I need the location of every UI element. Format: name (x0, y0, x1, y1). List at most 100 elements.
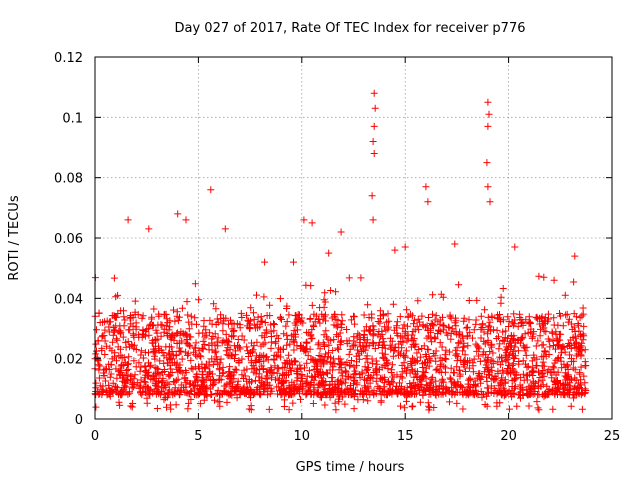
x-tick-label: 5 (194, 429, 202, 444)
data-point (214, 386, 222, 394)
data-point (96, 362, 104, 370)
data-point (300, 347, 308, 355)
data-point (477, 312, 485, 320)
data-point (113, 374, 121, 382)
data-point (453, 363, 461, 371)
data-point (437, 390, 445, 398)
y-tick-label: 0.02 (54, 353, 83, 368)
peak-point (424, 198, 432, 206)
data-point (238, 332, 246, 340)
data-point (538, 353, 546, 361)
data-point (539, 341, 547, 349)
data-point (290, 327, 298, 335)
peak-point (174, 210, 182, 218)
data-point (172, 351, 180, 359)
data-point (311, 357, 319, 365)
data-point (299, 382, 307, 390)
data-point (386, 341, 394, 349)
data-point (245, 350, 253, 357)
data-point (536, 374, 544, 381)
x-tick-label: 20 (500, 429, 517, 444)
data-point (291, 312, 299, 319)
data-point (398, 368, 406, 376)
data-point (562, 311, 570, 319)
data-point (432, 377, 440, 385)
data-point (497, 389, 505, 397)
grid-lines (95, 57, 612, 419)
data-point (493, 335, 501, 342)
data-point (415, 326, 423, 334)
data-point (521, 347, 529, 355)
peak-point (484, 122, 492, 130)
data-point (168, 369, 176, 376)
data-point (416, 398, 424, 406)
data-point (211, 396, 218, 404)
data-point (222, 330, 230, 338)
data-point (374, 318, 382, 325)
data-point (200, 383, 208, 391)
data-point (484, 336, 492, 344)
data-point (499, 336, 507, 344)
data-point (268, 374, 275, 382)
data-point (270, 321, 278, 328)
data-point (258, 317, 266, 325)
data-point (318, 393, 325, 401)
data-point (98, 333, 106, 341)
data-point (274, 376, 282, 384)
data-point (192, 339, 200, 347)
data-point (151, 363, 159, 371)
data-point (327, 337, 335, 345)
data-point (201, 382, 209, 390)
data-point (183, 298, 191, 306)
peak-point (370, 89, 378, 97)
data-point (184, 340, 192, 348)
data-point (247, 349, 254, 356)
data-point (351, 320, 359, 328)
data-point (281, 389, 289, 397)
data-point (432, 312, 440, 320)
data-point (154, 321, 162, 329)
data-point (424, 399, 432, 407)
data-point (576, 368, 584, 376)
data-point (251, 324, 259, 332)
data-point (103, 342, 111, 350)
data-point (114, 384, 121, 392)
data-point (187, 356, 195, 364)
peak-point (511, 243, 519, 251)
data-point (580, 332, 588, 340)
data-point (498, 381, 506, 389)
data-point (92, 379, 100, 387)
data-point (287, 390, 295, 398)
data-point (221, 388, 229, 395)
data-point (180, 331, 188, 339)
data-point (495, 333, 502, 341)
data-point (540, 372, 548, 380)
data-point (465, 391, 473, 399)
data-point (101, 337, 109, 345)
data-point (473, 296, 481, 304)
data-point (390, 373, 398, 381)
data-point (294, 326, 301, 334)
data-point (107, 370, 115, 378)
data-point (225, 368, 233, 376)
data-point (102, 387, 110, 395)
data-point (202, 326, 210, 334)
y-tick-label: 0.1 (62, 111, 83, 126)
data-point (131, 308, 139, 316)
data-point (141, 378, 149, 386)
data-point (493, 399, 501, 407)
data-point (543, 382, 551, 390)
data-point (403, 306, 411, 314)
data-point (196, 400, 204, 408)
data-point (428, 373, 436, 381)
data-point (216, 359, 224, 367)
peak-point (95, 309, 103, 317)
data-point (369, 374, 377, 382)
data-point (496, 340, 504, 348)
data-point (414, 297, 422, 305)
data-point (564, 387, 572, 394)
data-point (215, 376, 223, 384)
data-point (208, 320, 216, 328)
data-point (212, 347, 220, 355)
data-point (545, 315, 553, 323)
